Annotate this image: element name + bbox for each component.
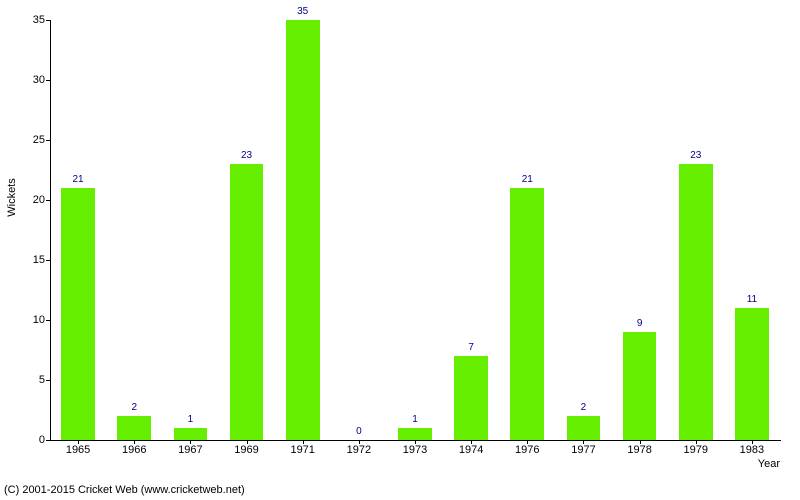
y-tick-label: 0 [39, 434, 45, 446]
bar-value-label: 23 [690, 150, 701, 161]
bar-value-label: 21 [73, 174, 84, 185]
y-tick-label: 35 [33, 14, 45, 26]
y-tick-mark [46, 260, 50, 261]
y-tick-label: 25 [33, 134, 45, 146]
x-tick-mark [527, 440, 528, 444]
x-tick-label: 1977 [571, 444, 595, 456]
bar-value-label: 23 [241, 150, 252, 161]
x-tick-label: 1972 [347, 444, 371, 456]
y-axis-label: Wickets [6, 178, 18, 217]
plot-area [50, 20, 781, 441]
x-tick-mark [78, 440, 79, 444]
x-tick-mark [471, 440, 472, 444]
x-tick-label: 1979 [684, 444, 708, 456]
x-tick-label: 1971 [290, 444, 314, 456]
bar [454, 356, 488, 440]
x-tick-mark [134, 440, 135, 444]
y-tick-mark [46, 380, 50, 381]
bar-value-label: 7 [468, 342, 474, 353]
x-tick-mark [190, 440, 191, 444]
x-tick-mark [640, 440, 641, 444]
bar [286, 20, 320, 440]
bar-value-label: 35 [297, 6, 308, 17]
bar-value-label: 1 [188, 414, 194, 425]
bar-value-label: 2 [581, 402, 587, 413]
x-tick-label: 1974 [459, 444, 483, 456]
bar-value-label: 11 [747, 294, 757, 305]
bar-value-label: 2 [131, 402, 137, 413]
y-tick-mark [46, 80, 50, 81]
x-tick-mark [752, 440, 753, 444]
y-tick-mark [46, 440, 50, 441]
x-axis-label: Year [758, 458, 780, 470]
x-tick-mark [247, 440, 248, 444]
bar [398, 428, 432, 440]
y-tick-label: 20 [33, 194, 45, 206]
x-tick-label: 1983 [740, 444, 764, 456]
y-tick-label: 5 [39, 374, 45, 386]
y-tick-label: 30 [33, 74, 45, 86]
x-tick-label: 1967 [178, 444, 202, 456]
bar [510, 188, 544, 440]
y-tick-mark [46, 140, 50, 141]
bar [567, 416, 601, 440]
x-tick-mark [359, 440, 360, 444]
chart-container: Wickets Year 05101520253035 196519661967… [0, 0, 800, 500]
x-tick-mark [583, 440, 584, 444]
y-tick-mark [46, 20, 50, 21]
y-tick-label: 10 [33, 314, 45, 326]
copyright-text: (C) 2001-2015 Cricket Web (www.cricketwe… [4, 484, 245, 496]
bar-value-label: 1 [412, 414, 418, 425]
bar-value-label: 21 [522, 174, 533, 185]
bar [117, 416, 151, 440]
x-tick-label: 1976 [515, 444, 539, 456]
x-tick-label: 1966 [122, 444, 146, 456]
x-tick-label: 1973 [403, 444, 427, 456]
bar-value-label: 0 [356, 426, 362, 437]
x-tick-label: 1978 [627, 444, 651, 456]
x-tick-label: 1965 [66, 444, 90, 456]
bar [230, 164, 264, 440]
bar [623, 332, 657, 440]
y-tick-mark [46, 320, 50, 321]
x-tick-label: 1969 [234, 444, 258, 456]
x-tick-mark [415, 440, 416, 444]
bar [61, 188, 95, 440]
bar [174, 428, 208, 440]
x-tick-mark [696, 440, 697, 444]
bar [735, 308, 769, 440]
bar-value-label: 9 [637, 318, 643, 329]
x-tick-mark [303, 440, 304, 444]
y-tick-mark [46, 200, 50, 201]
bar [679, 164, 713, 440]
y-tick-label: 15 [33, 254, 45, 266]
